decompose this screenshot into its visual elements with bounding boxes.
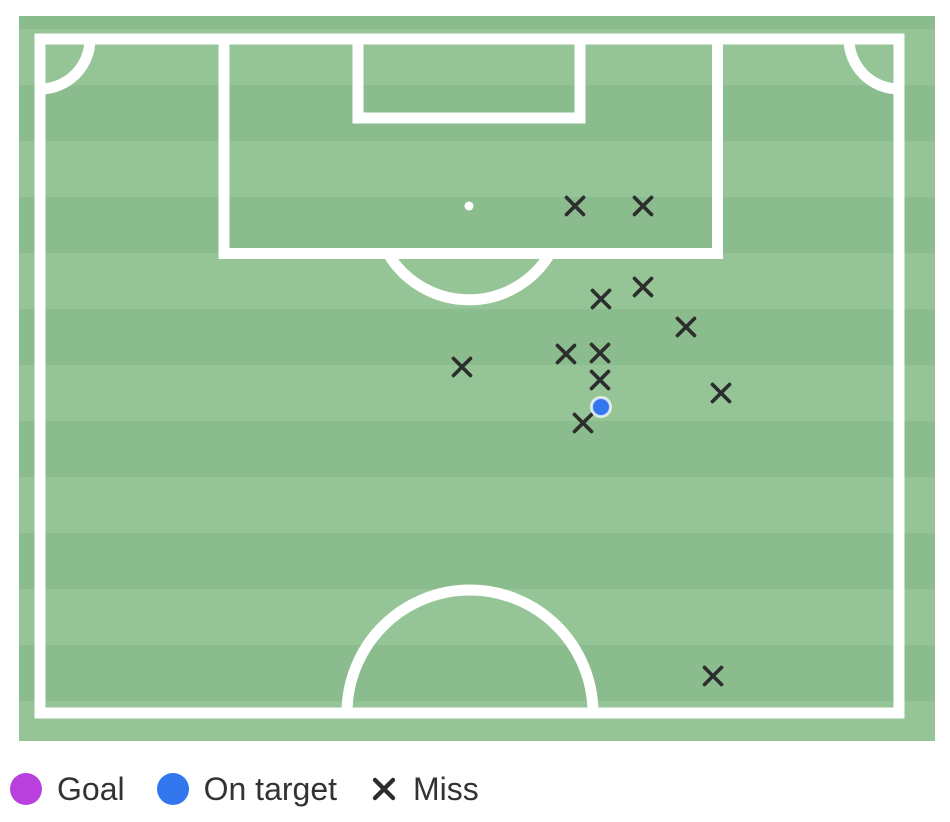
- shot-marker-miss[interactable]: [702, 665, 724, 687]
- shot-marker-miss[interactable]: [710, 382, 732, 404]
- shot-marker-miss[interactable]: [632, 195, 654, 217]
- shot-marker-miss[interactable]: [590, 288, 612, 310]
- legend-item-miss: Miss: [369, 771, 479, 807]
- shot-marker-miss[interactable]: [572, 412, 594, 434]
- grass-stripe: [19, 197, 935, 253]
- grass-stripe: [19, 16, 935, 29]
- goal-marker-icon: [10, 773, 42, 805]
- corner-arc-left: [39, 38, 96, 95]
- penalty-box: [218, 39, 723, 259]
- grass-stripe: [19, 365, 935, 421]
- legend-label-on-target: On target: [203, 771, 337, 807]
- shot-marker-miss[interactable]: [589, 342, 611, 364]
- shot-marker-miss[interactable]: [451, 356, 473, 378]
- grass-stripe: [19, 477, 935, 533]
- on-target-marker-icon: [156, 773, 189, 805]
- shot-marker-miss[interactable]: [675, 316, 697, 338]
- penalty-spot: [464, 201, 474, 211]
- pitch-lines: [34, 33, 905, 719]
- legend-item-goal: Goal: [10, 771, 125, 807]
- grass-stripe: [19, 589, 935, 645]
- grass-stripe: [19, 533, 935, 589]
- legend-item-on-target: On target: [156, 771, 337, 807]
- miss-marker-icon: [372, 777, 396, 801]
- grass-stripe: [19, 141, 935, 197]
- shot-marker-on-target[interactable]: [590, 396, 612, 418]
- legend-label-miss: Miss: [413, 771, 479, 807]
- grass-stripe: [19, 421, 935, 477]
- shot-marker-miss[interactable]: [564, 195, 586, 217]
- grass-stripe: [19, 701, 935, 741]
- penalty-arc: [383, 250, 555, 306]
- legend: Goal On target Miss: [10, 771, 479, 807]
- shot-marker-miss[interactable]: [632, 276, 654, 298]
- corner-arc-right: [843, 38, 900, 95]
- center-circle: [341, 584, 599, 714]
- grass-stripe: [19, 309, 935, 365]
- grass-stripe: [19, 645, 935, 701]
- legend-label-goal: Goal: [57, 771, 125, 807]
- shot-marker-miss[interactable]: [589, 369, 611, 391]
- pitch-boundary: [34, 33, 905, 719]
- pitch-stripes: [19, 16, 935, 741]
- shot-markers: [451, 195, 732, 687]
- six-yard-box: [352, 39, 586, 124]
- shot-marker-miss[interactable]: [555, 343, 577, 365]
